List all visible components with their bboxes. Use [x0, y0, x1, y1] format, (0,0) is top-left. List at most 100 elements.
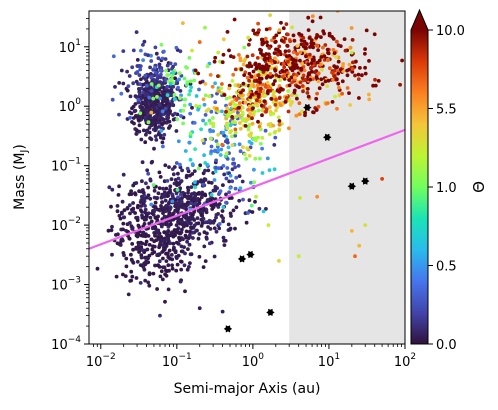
data-point-cyan-green — [190, 48, 194, 53]
data-point — [266, 223, 271, 228]
data-point-sub-neptunes — [169, 253, 174, 257]
data-point-sub-neptunes — [179, 259, 183, 264]
plot-layer — [89, 11, 405, 344]
data-point-sub-neptunes — [163, 299, 167, 304]
data-point-sub-neptunes — [164, 237, 169, 242]
data-point-far-giants — [371, 83, 375, 88]
data-point-hot-jupiters — [169, 93, 174, 97]
data-point-intermediate — [273, 135, 278, 140]
data-point-sub-neptunes — [160, 277, 165, 282]
data-point-neptunes — [180, 196, 184, 201]
data-point-neptunes — [176, 206, 181, 211]
data-point-blue-upper-tail — [126, 84, 131, 88]
data-point-warm-giants — [237, 105, 241, 110]
data-point-yellow-orange — [258, 141, 263, 146]
data-point-yellow-orange — [224, 96, 229, 101]
y-tick-exponent: −1 — [68, 157, 81, 167]
data-point-cold-giants — [273, 79, 277, 83]
data-point-neptunes — [149, 219, 154, 224]
data-point-hot-jupiters — [145, 99, 150, 104]
data-point-sub-neptunes — [151, 271, 156, 276]
data-point — [349, 228, 354, 233]
data-point-far-giants — [349, 26, 354, 30]
data-point-neptunes — [195, 216, 200, 221]
data-point-neptunes — [207, 241, 212, 246]
data-point-neptunes — [200, 209, 204, 214]
data-point-intermediate — [225, 138, 230, 142]
data-point-neptunes — [189, 201, 194, 206]
data-point-blue-upper-tail — [157, 103, 162, 107]
data-point-cold-giants — [264, 27, 269, 32]
data-point-cyan-green — [213, 81, 218, 86]
data-point-warm-giants — [231, 109, 236, 113]
data-point-sub-neptunes — [179, 267, 184, 272]
data-point-sub-neptunes — [165, 232, 170, 237]
x-tick-base: 10 — [162, 355, 179, 370]
data-point-intermediate — [149, 202, 154, 207]
data-point-sub-neptunes — [147, 283, 152, 288]
data-point-cold-giants — [356, 72, 361, 77]
data-point-sub-neptunes — [142, 218, 147, 222]
data-point-hot-jupiters — [162, 132, 167, 137]
data-point-far-giants — [316, 48, 320, 52]
data-point-intermediate — [224, 200, 228, 205]
data-point-neptunes — [158, 175, 163, 179]
data-point-hot-jupiters — [151, 105, 156, 110]
data-point-blue-upper-tail — [165, 84, 170, 89]
data-point-yellow-orange — [209, 137, 213, 141]
data-point-cold-giants — [283, 49, 288, 54]
data-point-cold-giants — [302, 68, 307, 73]
data-point-neptunes — [224, 192, 228, 197]
data-point-cyan-green — [182, 76, 187, 81]
data-point — [220, 309, 225, 314]
data-point-blue-upper-tail — [146, 53, 150, 58]
data-point-neptunes — [191, 204, 196, 209]
data-point-hot-jupiters — [150, 93, 155, 98]
data-point-hot-jupiters — [168, 124, 173, 128]
data-point-sub-neptunes — [134, 276, 139, 280]
data-point-warm-giants — [263, 93, 267, 98]
data-point-blue-upper-tail — [119, 91, 124, 96]
data-point-warm-giants — [287, 98, 292, 103]
data-point-cold-giants — [290, 93, 294, 98]
data-point-blue-upper-tail — [111, 54, 116, 59]
data-point-neptunes — [174, 191, 179, 196]
data-point-cold-giants — [279, 38, 284, 43]
data-point-sub-neptunes — [186, 247, 190, 252]
x-tick-base: 10 — [242, 355, 259, 370]
data-point-yellow-orange — [245, 146, 250, 151]
data-point-cold-giants — [274, 73, 279, 77]
data-point-neptunes — [212, 254, 217, 259]
data-point-sub-neptunes — [164, 273, 169, 278]
data-point-warm-giants — [254, 90, 259, 95]
data-point-warm-giants — [243, 100, 248, 105]
data-point-far-giants — [367, 97, 372, 102]
data-point-cold-giants — [269, 58, 273, 63]
data-point-sub-neptunes — [135, 259, 140, 264]
data-point-hot-jupiters — [143, 140, 148, 145]
data-point-yellow-orange — [207, 94, 212, 99]
data-point-cold-giants — [259, 86, 263, 91]
data-point-neptunes — [122, 208, 127, 213]
x-tick-base: 10 — [86, 355, 103, 370]
data-point-hot-jupiters — [158, 113, 163, 118]
data-point-intermediate — [226, 145, 231, 150]
data-point-cold-giants — [290, 25, 294, 30]
data-point-cold-giants — [277, 122, 282, 127]
data-point-far-giants — [357, 96, 361, 100]
y-tick-label: 10−4 — [51, 335, 81, 353]
data-point-warm-giants — [252, 109, 257, 114]
data-point-far-giants — [360, 73, 364, 78]
data-point-cyan-green — [182, 103, 187, 108]
data-point-far-giants — [400, 58, 404, 63]
data-point-yellow-orange — [252, 180, 257, 185]
y-axis-label-end: ) — [12, 144, 28, 149]
data-point-yellow-orange — [211, 121, 216, 126]
data-point-neptunes — [161, 193, 165, 198]
data-point-sub-neptunes — [165, 194, 170, 199]
data-point-intermediate — [218, 189, 223, 194]
data-point — [197, 306, 202, 311]
data-point-blue-upper-tail — [154, 51, 159, 56]
data-point-cold-giants — [256, 21, 260, 26]
data-point-sub-neptunes — [143, 255, 147, 260]
